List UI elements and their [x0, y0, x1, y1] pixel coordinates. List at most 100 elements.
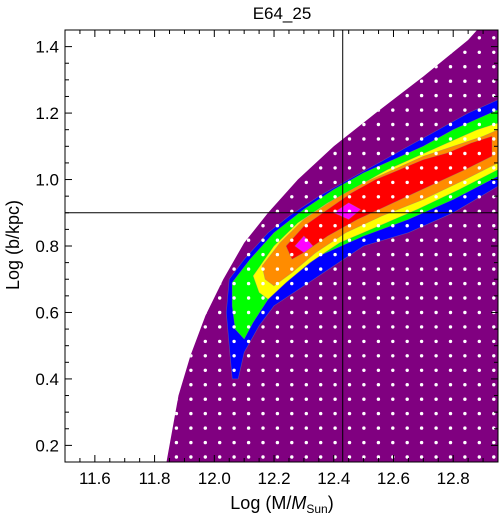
grid-dot-92: [160, 426, 163, 429]
grid-dot-158: [189, 339, 193, 344]
grid-dot-359: [275, 36, 280, 40]
grid-dot-504: [347, 108, 352, 112]
grid-dot-170: [189, 166, 193, 170]
grid-dot-226: [218, 224, 222, 228]
grid-dot-570: [391, 455, 395, 459]
grid-dot-709: [448, 180, 453, 185]
grid-dot-623: [405, 122, 409, 127]
grid-dot-672: [434, 281, 438, 286]
grid-dot-266: [232, 79, 236, 83]
grid-dot-566: [376, 79, 381, 83]
grid-dot-288: [246, 195, 251, 199]
grid-dot-95: [160, 383, 163, 386]
grid-dot-8: [117, 340, 120, 343]
grid-dot-752: [477, 426, 481, 430]
y-tick-label-4: 1.0: [35, 171, 59, 190]
grid-dot-377: [290, 209, 294, 213]
grid-dot-717: [448, 65, 453, 69]
grid-dot-596: [391, 79, 395, 83]
grid-dot-213: [218, 411, 222, 416]
grid-dot-376: [290, 224, 294, 228]
grid-dot-478: [333, 50, 337, 54]
grid-dot-254: [232, 252, 236, 257]
grid-dot-374: [290, 252, 294, 257]
grid-dot-115: [160, 94, 163, 97]
grid-dot-89: [146, 36, 149, 39]
grid-dot-130: [174, 310, 179, 315]
grid-dot-274: [246, 397, 251, 401]
grid-dot-206: [203, 79, 207, 83]
grid-dot-465: [333, 238, 337, 242]
grid-dot-272: [246, 426, 251, 430]
grid-dot-138: [174, 195, 179, 199]
grid-dot-548: [376, 339, 381, 344]
grid-dot-525: [362, 238, 366, 242]
grid-dot-70: [146, 311, 149, 314]
grid-dot-712: [448, 137, 453, 141]
grid-dot-682: [434, 137, 438, 141]
grid-dot-414: [304, 108, 308, 112]
grid-dot-736: [463, 224, 467, 228]
grid-dot-97: [160, 354, 163, 357]
grid-dot-223: [218, 267, 222, 271]
grid-dot-319: [261, 180, 265, 185]
grid-dot-439: [319, 180, 323, 185]
grid-dot-631: [419, 440, 424, 445]
grid-dot-146: [174, 79, 179, 83]
grid-dot-546: [376, 368, 381, 372]
grid-dot-787: [492, 354, 496, 358]
grid-dot-156: [189, 368, 193, 372]
grid-dot-494: [347, 252, 352, 257]
grid-dot-754: [477, 397, 481, 401]
grid-dot-799: [492, 180, 496, 185]
grid-dot-293: [246, 122, 251, 127]
grid-dot-455: [333, 383, 337, 387]
grid-dot-534: [362, 108, 366, 112]
grid-dot-653: [419, 122, 424, 127]
grid-dot-651: [419, 151, 424, 156]
grid-dot-147: [174, 65, 179, 69]
grid-dot-763: [477, 267, 481, 271]
grid-dot-713: [448, 122, 453, 127]
grid-dot-325: [261, 93, 265, 98]
grid-dot-309: [261, 325, 265, 329]
grid-dot-373: [290, 267, 294, 271]
grid-dot-509: [347, 36, 352, 40]
grid-dot-65: [146, 383, 149, 386]
grid-dot-444: [319, 108, 323, 112]
grid-dot-139: [174, 180, 179, 185]
grid-dot-289: [246, 180, 251, 185]
grid-dot-18: [117, 195, 120, 198]
grid-dot-796: [492, 224, 496, 228]
grid-dot-473: [333, 122, 337, 127]
grid-dot-750: [477, 455, 481, 459]
grid-dot-203: [203, 122, 207, 127]
grid-dot-705: [448, 238, 453, 242]
grid-dot-345: [275, 238, 280, 242]
contour-level-4: [285, 135, 493, 260]
grid-dot-773: [477, 122, 481, 127]
grid-dot-508: [347, 50, 352, 54]
grid-dot-188: [203, 339, 207, 344]
contour-level-6: [333, 202, 362, 220]
grid-dot-637: [419, 354, 424, 358]
grid-dot-366: [290, 368, 294, 372]
grid-dot-711: [448, 151, 453, 156]
grid-dot-351: [275, 151, 280, 156]
grid-dot-210: [218, 455, 222, 459]
grid-dot-87: [146, 65, 149, 68]
grid-dot-464: [333, 252, 337, 257]
grid-dot-281: [246, 296, 251, 300]
y-tick-label-3: 0.8: [35, 237, 59, 256]
grid-dot-575: [391, 383, 395, 387]
grid-dot-520: [362, 310, 366, 315]
grid-dot-296: [246, 79, 251, 83]
grid-dot-552: [376, 281, 381, 286]
grid-dot-195: [203, 238, 207, 242]
grid-dot-553: [376, 267, 381, 271]
grid-dot-58: [132, 51, 135, 54]
grid-dot-64: [146, 398, 149, 401]
grid-dot-577: [391, 354, 395, 358]
grid-dot-60: [146, 455, 149, 458]
grid-dot-291: [246, 151, 251, 156]
